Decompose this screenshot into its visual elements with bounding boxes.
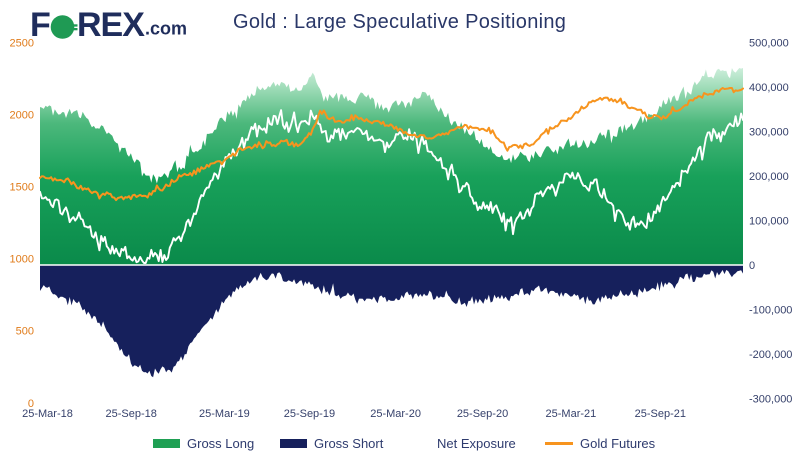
svg-text:25-Mar-21: 25-Mar-21 bbox=[546, 408, 597, 420]
svg-text:200,000: 200,000 bbox=[749, 171, 789, 183]
svg-text:25-Mar-20: 25-Mar-20 bbox=[370, 408, 421, 420]
svg-text:300,000: 300,000 bbox=[749, 127, 789, 139]
svg-text:-100,000: -100,000 bbox=[749, 304, 792, 316]
svg-text:400,000: 400,000 bbox=[749, 82, 789, 94]
svg-text:0: 0 bbox=[749, 260, 755, 272]
svg-text:25-Mar-19: 25-Mar-19 bbox=[199, 408, 250, 420]
svg-text:1500: 1500 bbox=[10, 182, 34, 194]
svg-text:25-Sep-20: 25-Sep-20 bbox=[457, 408, 508, 420]
svg-text:-200,000: -200,000 bbox=[749, 349, 792, 361]
svg-text:2500: 2500 bbox=[10, 37, 34, 49]
svg-text:500: 500 bbox=[16, 326, 34, 338]
svg-text:25-Sep-21: 25-Sep-21 bbox=[635, 408, 686, 420]
svg-text:25-Mar-18: 25-Mar-18 bbox=[22, 408, 73, 420]
svg-text:500,000: 500,000 bbox=[749, 38, 789, 50]
svg-text:2000: 2000 bbox=[10, 109, 34, 121]
svg-text:1000: 1000 bbox=[10, 254, 34, 266]
svg-text:100,000: 100,000 bbox=[749, 216, 789, 228]
svg-text:-300,000: -300,000 bbox=[749, 393, 792, 405]
svg-text:25-Sep-18: 25-Sep-18 bbox=[106, 408, 157, 420]
svg-text:25-Sep-19: 25-Sep-19 bbox=[284, 408, 335, 420]
